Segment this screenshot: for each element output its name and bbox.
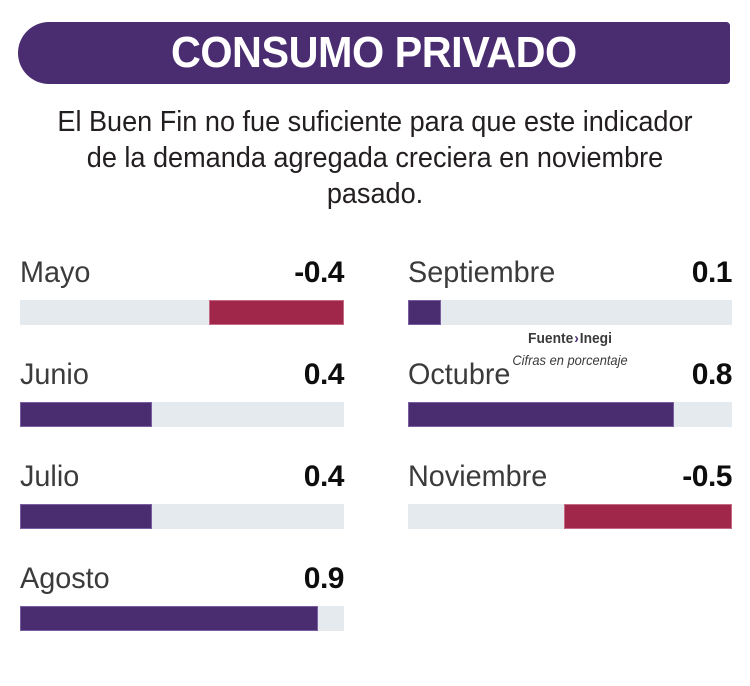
bar-value: 0.9 (303, 562, 345, 595)
bar-row: Septiembre 0.1 (408, 256, 733, 360)
bar-track (20, 504, 344, 529)
header-banner: CONSUMO PRIVADO (18, 22, 730, 84)
bar-row-header: Mayo -0.4 (20, 258, 344, 300)
subtitle-text: El Buen Fin no fue suficiente para que e… (57, 106, 693, 211)
bar-value: 0.4 (303, 358, 345, 391)
right-column: Septiembre 0.1 Octubre 0.8 Noviembre -0.5 (408, 256, 733, 564)
bar-track (20, 606, 344, 631)
bar-row: Mayo -0.4 (20, 258, 344, 360)
bar-label: Mayo (20, 256, 91, 289)
bar-fill-neg (208, 300, 344, 325)
bar-fill-pos (408, 300, 442, 325)
bar-track (408, 402, 732, 427)
bar-track (408, 504, 732, 529)
bar-track (408, 300, 732, 325)
bar-row: Noviembre -0.5 (408, 462, 732, 564)
page-title: CONSUMO PRIVADO (171, 28, 577, 77)
bar-label: Julio (20, 460, 80, 493)
bar-label: Agosto (20, 562, 110, 595)
bar-value: -0.4 (294, 256, 344, 289)
bar-value: 0.8 (691, 358, 733, 391)
left-column: Mayo -0.4 Junio 0.4 Julio 0.4 Agosto 0.9 (20, 258, 345, 666)
bar-row-header: Septiembre 0.1 (408, 256, 733, 300)
bar-row: Junio 0.4 (20, 358, 345, 462)
source-block: Fuente›Inegi Cifras en porcentaje (408, 330, 732, 369)
bar-fill-pos (408, 402, 674, 427)
bar-row-header: Octubre 0.8 (408, 358, 733, 402)
bar-label: Septiembre (408, 256, 556, 289)
source-label: Fuente (528, 330, 574, 347)
chevron-right-icon: › (574, 330, 579, 347)
bar-row-header: Noviembre -0.5 (408, 462, 732, 504)
bar-track (20, 300, 344, 325)
source-attribution: Fuente›Inegi (421, 330, 719, 349)
bar-value: 0.1 (691, 256, 733, 289)
source-name: Inegi (579, 330, 612, 347)
bar-row-header: Julio 0.4 (20, 460, 345, 504)
bar-row-header: Junio 0.4 (20, 358, 345, 402)
bar-track (20, 402, 344, 427)
bar-label: Junio (20, 358, 89, 391)
bar-row: Julio 0.4 (20, 460, 345, 564)
bar-fill-pos (20, 606, 319, 631)
bar-value: -0.5 (682, 460, 732, 493)
bar-label: Noviembre (408, 460, 548, 493)
bar-fill-pos (20, 402, 153, 427)
bar-row: Agosto 0.9 (20, 562, 345, 666)
bar-fill-pos (20, 504, 153, 529)
source-note: Cifras en porcentaje (512, 351, 628, 368)
bar-row: Octubre 0.8 (408, 358, 733, 462)
bar-row-header: Agosto 0.9 (20, 562, 345, 606)
bar-value: 0.4 (303, 460, 345, 493)
bar-label: Octubre (408, 358, 511, 391)
bar-fill-neg (563, 504, 732, 529)
